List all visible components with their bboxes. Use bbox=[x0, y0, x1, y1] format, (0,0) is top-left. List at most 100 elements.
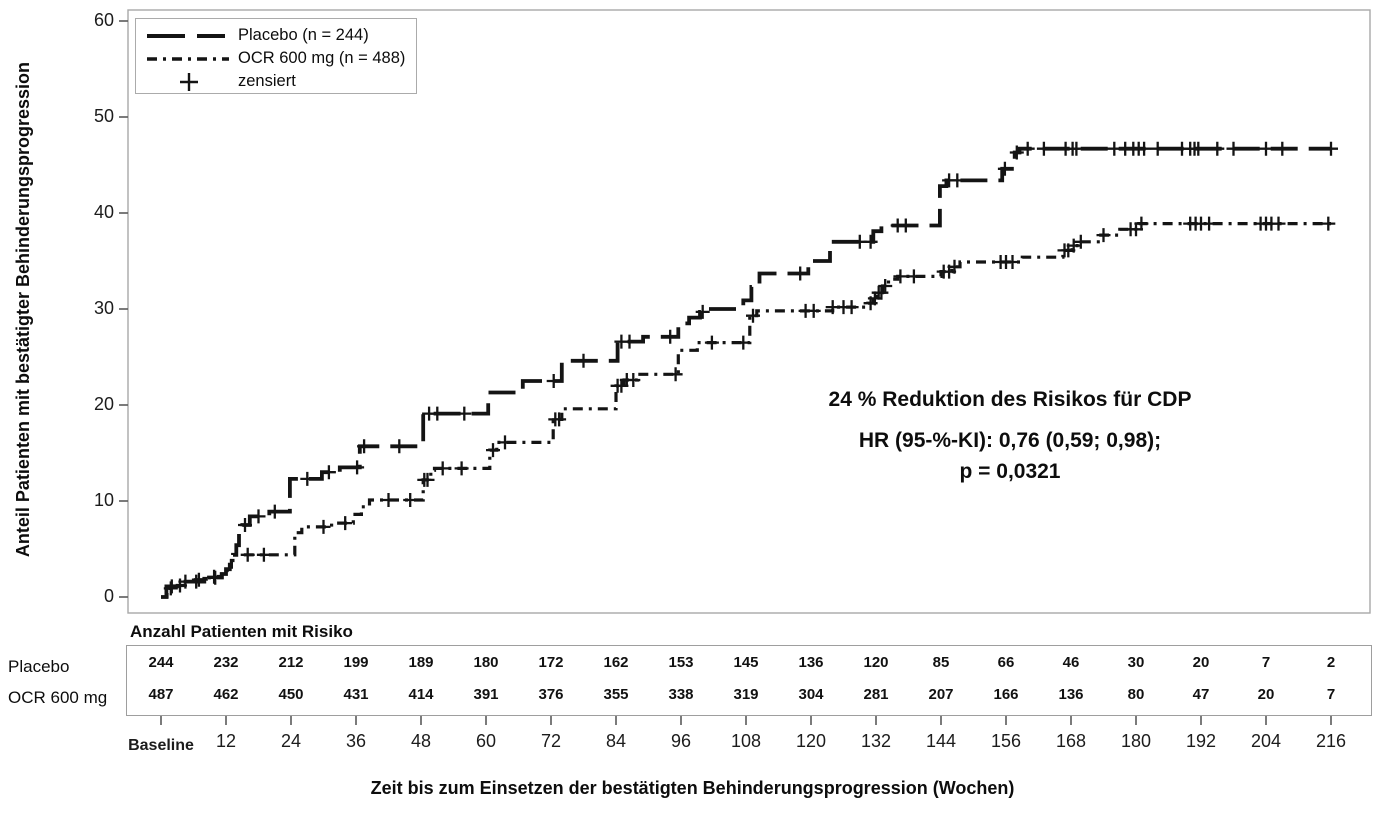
risk-value: 431 bbox=[343, 686, 369, 703]
censor-mark bbox=[430, 406, 445, 421]
censor-mark bbox=[1137, 141, 1152, 156]
x-tick-label: Baseline bbox=[128, 737, 194, 754]
x-tick-label: 72 bbox=[540, 731, 562, 751]
censor-mark bbox=[906, 269, 921, 284]
censor-mark bbox=[622, 334, 637, 349]
censor-mark bbox=[1321, 216, 1336, 231]
risk-value: 20 bbox=[1192, 654, 1210, 671]
censor-mark bbox=[546, 374, 561, 388]
censor-mark bbox=[420, 472, 435, 487]
censor-mark bbox=[1191, 141, 1206, 156]
censor-mark bbox=[240, 547, 255, 562]
x-tick-label: 180 bbox=[1120, 731, 1152, 751]
y-tick-label: 20 bbox=[93, 394, 114, 414]
censor-mark bbox=[381, 493, 396, 507]
censor-mark bbox=[357, 439, 372, 454]
risk-value: 450 bbox=[278, 686, 304, 703]
risk-value: 180 bbox=[473, 654, 499, 671]
censor-mark bbox=[1134, 216, 1149, 231]
censor-mark bbox=[256, 547, 271, 562]
annotation-risk-reduction: 24 % Reduktion des Risikos für CDP bbox=[828, 388, 1192, 411]
risk-value: 30 bbox=[1127, 654, 1145, 671]
legend-row-censored: zensiert bbox=[136, 70, 416, 93]
censor-mark bbox=[1202, 216, 1217, 231]
censor-mark bbox=[947, 259, 962, 274]
x-tick-label: 60 bbox=[475, 731, 497, 751]
annotation-hazard-ratio: HR (95-%-KI): 0,76 (0,59; 0,98); bbox=[858, 429, 1162, 452]
censor-mark bbox=[1096, 228, 1111, 243]
risk-value: 414 bbox=[408, 686, 434, 703]
censor-mark bbox=[403, 493, 418, 507]
censor-mark bbox=[486, 443, 500, 458]
censor-mark bbox=[238, 518, 252, 532]
x-tick-label: 108 bbox=[730, 731, 762, 751]
censor-mark bbox=[457, 406, 472, 421]
censor-mark bbox=[321, 465, 336, 480]
x-tick-label: 24 bbox=[280, 731, 302, 751]
censor-mark bbox=[950, 173, 965, 188]
censor-mark bbox=[695, 304, 710, 319]
risk-row-label-ocr: OCR 600 mg bbox=[8, 688, 108, 707]
censor-mark bbox=[267, 504, 282, 519]
censor-mark bbox=[793, 266, 808, 281]
risk-value: 172 bbox=[538, 654, 564, 671]
risk-table-box bbox=[126, 645, 1372, 716]
censor-mark bbox=[498, 435, 512, 450]
censor-mark bbox=[1259, 141, 1273, 156]
censor-mark bbox=[1069, 141, 1084, 156]
risk-table-title: Anzahl Patienten mit Risiko bbox=[130, 622, 353, 641]
censor-mark bbox=[1005, 255, 1020, 269]
legend-label-censored: zensiert bbox=[238, 72, 296, 90]
censor-mark bbox=[552, 412, 567, 427]
censor-mark bbox=[350, 460, 365, 475]
risk-value: 85 bbox=[932, 654, 950, 671]
censor-mark bbox=[746, 308, 760, 323]
y-tick-label: 50 bbox=[93, 106, 114, 126]
risk-value: 166 bbox=[993, 686, 1019, 703]
risk-value: 189 bbox=[408, 654, 434, 671]
censor-cross-icon bbox=[180, 72, 198, 91]
risk-value: 319 bbox=[733, 686, 759, 703]
censor-mark bbox=[1324, 141, 1338, 156]
risk-value: 391 bbox=[473, 686, 499, 703]
x-tick-label: 168 bbox=[1055, 731, 1087, 751]
risk-value: 162 bbox=[603, 654, 629, 671]
censor-mark bbox=[435, 461, 450, 476]
risk-value: 244 bbox=[148, 654, 174, 671]
censor-mark bbox=[893, 269, 908, 284]
risk-value: 136 bbox=[1058, 686, 1084, 703]
risk-value: 355 bbox=[603, 686, 629, 703]
y-axis-title: Anteil Patienten mit bestätigter Behinde… bbox=[12, 62, 33, 558]
y-tick-label: 30 bbox=[93, 298, 114, 318]
risk-value: 212 bbox=[278, 654, 304, 671]
risk-value: 20 bbox=[1257, 686, 1275, 703]
x-tick-label: 132 bbox=[860, 731, 892, 751]
censor-mark bbox=[173, 578, 187, 593]
censor-mark bbox=[191, 572, 206, 587]
legend-box: Placebo (n = 244) OCR 600 mg (n = 488) z… bbox=[135, 18, 417, 94]
x-tick-label: 144 bbox=[925, 731, 957, 751]
censor-mark bbox=[878, 279, 893, 293]
risk-value: 7 bbox=[1326, 686, 1336, 703]
censor-mark bbox=[1073, 234, 1088, 249]
risk-row-label-placebo: Placebo bbox=[8, 657, 70, 676]
legend-row-ocr: OCR 600 mg (n = 488) bbox=[136, 47, 416, 70]
censor-mark bbox=[704, 335, 719, 350]
legend-line-ocr-icon bbox=[147, 56, 229, 61]
censor-mark bbox=[863, 234, 878, 249]
censor-mark bbox=[668, 367, 683, 382]
censor-mark bbox=[1150, 141, 1165, 156]
censor-mark bbox=[1271, 216, 1286, 231]
risk-value: 80 bbox=[1127, 686, 1145, 703]
censor-mark bbox=[163, 581, 178, 596]
legend-line-placebo-icon bbox=[147, 33, 229, 38]
censor-mark bbox=[1066, 238, 1081, 253]
y-tick-label: 40 bbox=[93, 202, 114, 222]
risk-value: 7 bbox=[1261, 654, 1271, 671]
censor-mark bbox=[454, 461, 469, 476]
risk-value: 462 bbox=[213, 686, 239, 703]
censor-mark bbox=[251, 509, 266, 524]
x-tick-label: 48 bbox=[410, 731, 432, 751]
censor-mark bbox=[736, 335, 751, 350]
